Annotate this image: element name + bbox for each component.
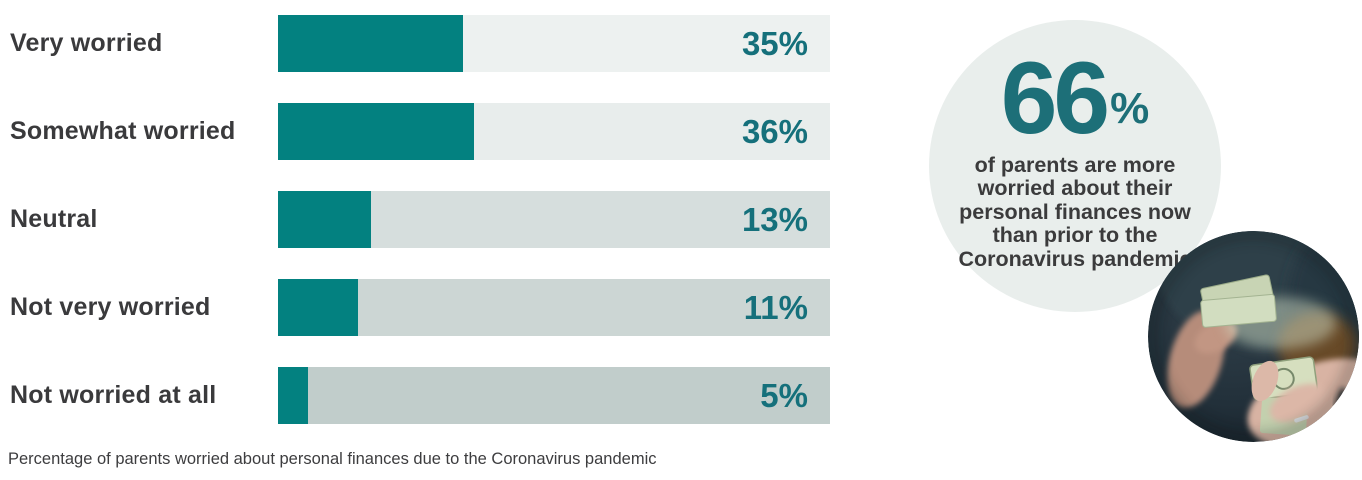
category-label: Neutral xyxy=(10,205,98,233)
category-label: Somewhat worried xyxy=(10,117,236,145)
value-label: 13% xyxy=(741,200,808,238)
bar-track: 35% xyxy=(278,15,830,72)
money-counting-photo xyxy=(1148,231,1359,442)
bar-chart: Very worried 35% Somewhat worried 36% Neutra… xyxy=(0,15,830,455)
bar-track: 5% xyxy=(278,367,830,424)
value-label: 35% xyxy=(741,24,808,62)
bar-row: Very worried 35% xyxy=(0,15,830,72)
bar-row: Not worried at all 5% xyxy=(0,367,830,424)
bar-fill xyxy=(278,191,371,248)
callout-description: of parents are more worried about their … xyxy=(958,152,1192,271)
bar-fill xyxy=(278,15,463,72)
value-label: 11% xyxy=(743,288,808,326)
bar-track: 11% xyxy=(278,279,830,336)
percent-sign: % xyxy=(1110,84,1150,133)
bar-row: Somewhat worried 36% xyxy=(0,103,830,160)
value-label: 5% xyxy=(760,376,808,414)
value-label: 36% xyxy=(741,112,808,150)
callout-value: 66% xyxy=(929,47,1221,149)
bar-fill xyxy=(278,367,308,424)
bar-fill xyxy=(278,103,474,160)
category-label: Not worried at all xyxy=(10,381,217,409)
category-label: Not very worried xyxy=(10,293,211,321)
bar-track: 36% xyxy=(278,103,830,160)
bar-row: Neutral 13% xyxy=(0,191,830,248)
bar-row: Not very worried 11% xyxy=(0,279,830,336)
chart-caption: Percentage of parents worried about pers… xyxy=(8,450,657,468)
bar-track: 13% xyxy=(278,191,830,248)
callout-number: 66 xyxy=(1000,41,1110,155)
money-counting-illustration xyxy=(1148,231,1359,442)
bar-fill xyxy=(278,279,358,336)
category-label: Very worried xyxy=(10,29,163,57)
stat-callout-circle: 66% of parents are more worried about th… xyxy=(929,20,1221,312)
